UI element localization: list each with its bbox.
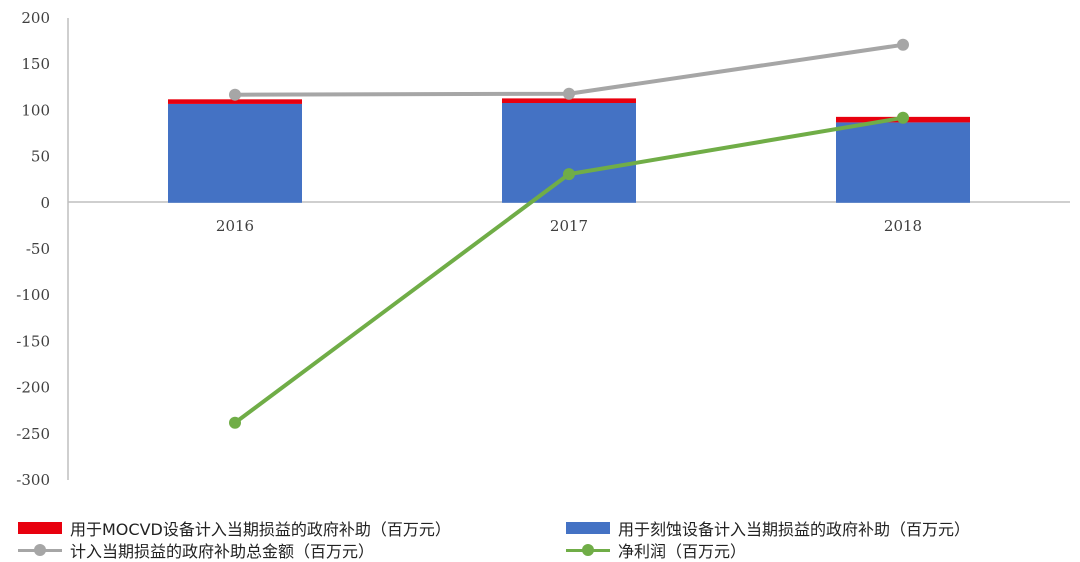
series-point [229, 88, 241, 101]
series-point [563, 168, 575, 181]
x-tick-labels: 2016 2017 2018 [216, 217, 922, 235]
y-tick-label: -150 [16, 332, 50, 350]
legend-label-etch: 用于刻蚀设备计入当期损益的政府补助（百万元） [618, 520, 971, 539]
line-series [229, 38, 909, 429]
legend-label-total: 计入当期损益的政府补助总金额（百万元） [70, 542, 375, 561]
series-point [897, 38, 909, 51]
y-tick-label: -300 [16, 471, 50, 489]
legend-swatch-green [566, 543, 610, 557]
series-point [897, 111, 909, 124]
bar-segment [168, 103, 302, 203]
legend-item-net: 净利润（百万元） [566, 538, 746, 562]
series-point [229, 416, 241, 429]
legend-label-net: 净利润（百万元） [618, 542, 747, 561]
combo-chart: 200 150 100 50 0 -50 -100 -150 -200 -250 -300 2016… [16, 9, 1070, 489]
bar-segment [168, 99, 302, 104]
series-line [234, 42, 904, 97]
legend-item-total: 计入当期损益的政府补助总金额（百万元） [18, 538, 374, 562]
y-tick-label: 150 [21, 55, 50, 73]
legend-swatch-red [18, 522, 62, 534]
legend-item-mocvd: 用于MOCVD设备计入当期损益的政府补助（百万元） [18, 516, 451, 540]
y-tick-label: -100 [16, 286, 50, 304]
y-tick-label: -50 [26, 240, 50, 258]
x-tick-label: 2018 [884, 217, 922, 235]
bar-series [168, 98, 970, 203]
x-tick-label: 2017 [550, 217, 588, 235]
legend-item-etch: 用于刻蚀设备计入当期损益的政府补助（百万元） [566, 516, 970, 540]
series-point [563, 87, 575, 100]
y-tick-label: 100 [21, 101, 50, 119]
legend: 用于MOCVD设备计入当期损益的政府补助（百万元） 用于刻蚀设备计入当期损益的政… [0, 508, 1080, 562]
x-tick-label: 2016 [216, 217, 254, 235]
legend-label-mocvd: 用于MOCVD设备计入当期损益的政府补助（百万元） [70, 520, 451, 539]
y-tick-label: 50 [31, 148, 50, 166]
y-tick-label: -250 [16, 425, 50, 443]
y-tick-label: 0 [40, 194, 50, 212]
y-tick-label: -200 [16, 379, 50, 397]
bar-segment [502, 103, 636, 203]
bar-segment [502, 98, 636, 104]
y-tick-labels: 200 150 100 50 0 -50 -100 -150 -200 -250 -300 [16, 9, 50, 489]
bar-segment [836, 122, 970, 203]
legend-swatch-gray [18, 543, 62, 557]
y-tick-label: 200 [21, 9, 50, 27]
legend-swatch-blue [566, 522, 610, 534]
